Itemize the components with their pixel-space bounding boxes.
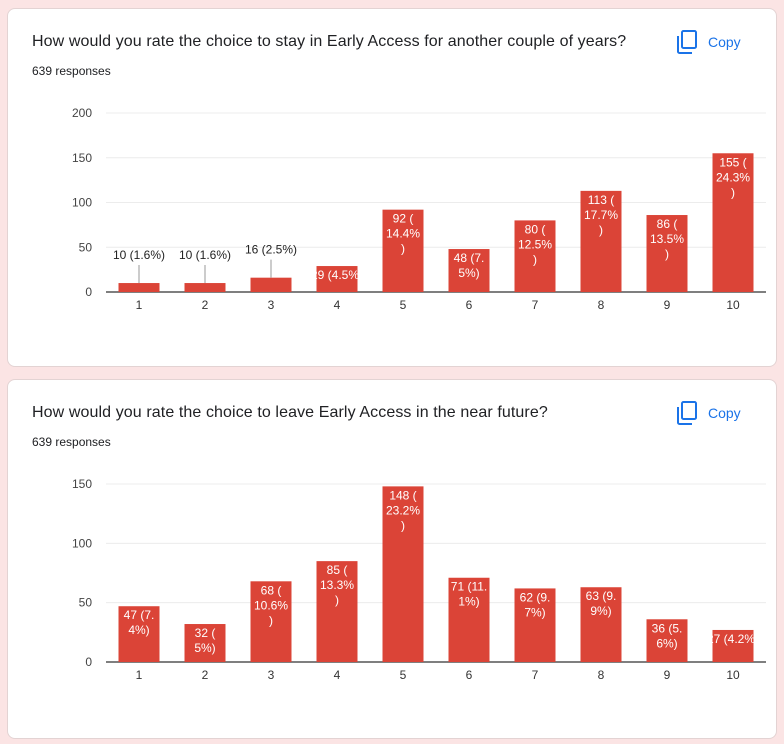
bar	[316, 266, 358, 292]
data-label: 85 (13.3%)	[320, 563, 354, 607]
bar	[580, 190, 622, 292]
data-label: 148 (23.2%)	[386, 488, 420, 532]
y-tick-label: 150	[72, 477, 92, 491]
x-tick-label: 4	[334, 298, 341, 312]
x-tick-label: 7	[532, 668, 539, 682]
y-tick-label: 150	[72, 151, 92, 165]
bar	[448, 577, 490, 662]
bar	[514, 220, 556, 292]
copy-icon	[676, 30, 698, 54]
y-tick-label: 50	[79, 240, 93, 254]
x-tick-label: 6	[466, 298, 473, 312]
data-label: 113 (17.7%)	[584, 193, 618, 237]
data-label: 36 (5. 6%)	[652, 621, 683, 650]
bar	[118, 606, 160, 662]
data-label: 10 (1.6%)	[113, 248, 165, 262]
question-card-leave: How would you rate the choice to leave E…	[7, 379, 777, 739]
x-tick-label: 7	[532, 298, 539, 312]
data-label: 29 (4.5%)	[311, 268, 363, 282]
bar	[580, 587, 622, 662]
data-label: 27 (4.2%)	[707, 632, 759, 646]
bar	[184, 624, 226, 662]
question-title: How would you rate the choice to stay in…	[32, 33, 627, 50]
bar	[382, 209, 424, 292]
data-label: 62 (9. 7%)	[520, 590, 551, 619]
x-tick-label: 2	[202, 298, 209, 312]
bar-chart-stay: 0 50 100 150 200 1 10 (1.6%) 2 10 (1.6%) 3 16 (2.5…	[72, 106, 766, 312]
x-tick-label: 1	[136, 298, 143, 312]
x-tick-label: 10	[726, 298, 740, 312]
x-tick-label: 9	[664, 668, 671, 682]
bar	[646, 619, 688, 662]
bar	[382, 486, 424, 662]
bar	[712, 153, 754, 292]
x-tick-label: 8	[598, 298, 605, 312]
y-tick-label: 100	[72, 196, 92, 210]
x-tick-label: 3	[268, 668, 275, 682]
bar	[118, 283, 160, 292]
y-tick-label: 100	[72, 536, 92, 550]
x-tick-label: 9	[664, 298, 671, 312]
data-label: 86 (13.5%)	[650, 217, 684, 261]
data-label: 48 (7. 5%)	[454, 251, 485, 280]
x-tick-label: 10	[726, 668, 740, 682]
bar	[250, 581, 292, 662]
copy-chart-button[interactable]: Copy	[676, 27, 741, 57]
x-tick-label: 5	[400, 298, 407, 312]
data-label: 63 (9. 9%)	[586, 589, 617, 618]
y-tick-label: 0	[85, 655, 92, 669]
data-label: 92 (14.4%)	[386, 212, 420, 256]
bar	[646, 215, 688, 292]
x-tick-label: 1	[136, 668, 143, 682]
copy-icon	[676, 401, 698, 425]
data-label: 80 (12.5%)	[518, 222, 552, 266]
data-label: 16 (2.5%)	[245, 243, 297, 257]
data-label: 32 (5%)	[194, 626, 215, 655]
data-label: 71 (11. 1%)	[451, 580, 487, 609]
y-tick-label: 0	[85, 285, 92, 299]
bar	[316, 561, 358, 662]
question-card-stay: How would you rate the choice to stay in…	[7, 8, 777, 367]
response-count: 639 responses	[32, 435, 111, 449]
data-label: 10 (1.6%)	[179, 248, 231, 262]
response-count: 639 responses	[32, 64, 111, 78]
bar	[514, 588, 556, 662]
bar	[250, 277, 292, 292]
y-tick-label: 50	[79, 596, 93, 610]
bar	[448, 249, 490, 292]
x-tick-label: 3	[268, 298, 275, 312]
question-title: How would you rate the choice to leave E…	[32, 404, 548, 421]
data-label: 68 (10.6%)	[254, 583, 288, 627]
copy-label: Copy	[708, 405, 741, 421]
x-tick-label: 6	[466, 668, 473, 682]
x-tick-label: 4	[334, 668, 341, 682]
bar	[184, 283, 226, 292]
copy-label: Copy	[708, 34, 741, 50]
data-label: 155 (24.3%)	[716, 155, 750, 199]
x-tick-label: 2	[202, 668, 209, 682]
x-tick-label: 8	[598, 668, 605, 682]
bar	[712, 629, 754, 662]
y-tick-label: 200	[72, 106, 92, 120]
bar-chart-leave: 0 50 100 150 1 47 (7. 4%) 2 32 (5%) 3 68 (10.6%) 4 8…	[72, 477, 766, 682]
x-tick-label: 5	[400, 668, 407, 682]
data-label: 47 (7. 4%)	[124, 608, 155, 637]
copy-chart-button[interactable]: Copy	[676, 398, 741, 428]
